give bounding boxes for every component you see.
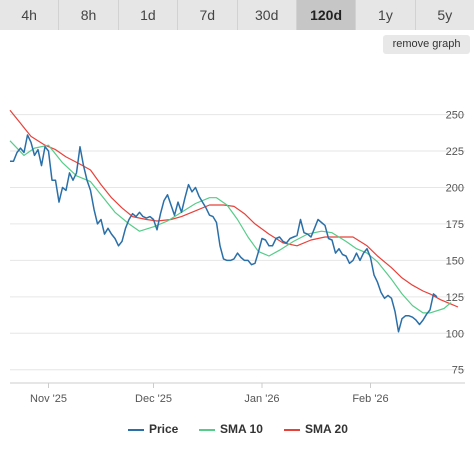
remove-graph-button[interactable]: remove graph — [383, 35, 470, 54]
series-line-sma10 — [9, 140, 452, 314]
tab-4h[interactable]: 4h — [0, 0, 60, 30]
x-tick-label: Feb '26 — [352, 393, 388, 405]
tab-7d[interactable]: 7d — [178, 0, 238, 30]
x-tick-label: Dec '25 — [135, 393, 172, 405]
legend-label-price: Price — [149, 422, 179, 436]
legend: Price SMA 10 SMA 20 — [0, 420, 474, 438]
tab-1y[interactable]: 1y — [356, 0, 416, 30]
y-tick-label: 75 — [452, 365, 464, 377]
grid-lines — [10, 114, 465, 371]
y-tick-label: 150 — [446, 255, 464, 267]
y-tick-label: 225 — [446, 146, 464, 158]
y-tick-label: 175 — [446, 219, 464, 231]
price-chart: 75 100 125 150 175 200 225 250 Nov '25 Dec '25 Ja… — [9, 109, 465, 405]
y-tick-label: 250 — [446, 110, 464, 122]
x-tick-label: Jan '26 — [244, 393, 279, 405]
tab-8h[interactable]: 8h — [59, 0, 119, 30]
x-tick-label: Nov '25 — [30, 393, 67, 405]
tab-1d[interactable]: 1d — [119, 0, 179, 30]
y-axis-labels: 75 100 125 150 175 200 225 250 — [446, 110, 464, 377]
x-axis: Nov '25 Dec '25 Jan '26 Feb '26 — [10, 382, 465, 405]
legend-swatch-price — [128, 428, 144, 431]
tab-5y[interactable]: 5y — [437, 7, 453, 23]
legend-item-sma10[interactable]: SMA 10 — [199, 420, 263, 438]
series-lines — [9, 109, 459, 333]
legend-item-price[interactable]: Price — [128, 420, 178, 438]
legend-label-sma20: SMA 20 — [305, 422, 348, 436]
legend-swatch-sma10 — [199, 428, 215, 431]
legend-swatch-sma20 — [284, 428, 300, 431]
tab-120d[interactable]: 120d — [296, 0, 357, 30]
y-tick-label: 125 — [446, 292, 464, 304]
series-line-price — [10, 134, 438, 333]
tab-30d[interactable]: 30d — [238, 0, 297, 30]
y-tick-label: 100 — [446, 328, 464, 340]
legend-item-sma20[interactable]: SMA 20 — [284, 420, 348, 438]
y-tick-label: 200 — [446, 182, 464, 194]
legend-label-sma10: SMA 10 — [220, 422, 263, 436]
range-tabs: 4h 8h 1d 7d 30d 120d 1y 5y — [0, 0, 474, 30]
